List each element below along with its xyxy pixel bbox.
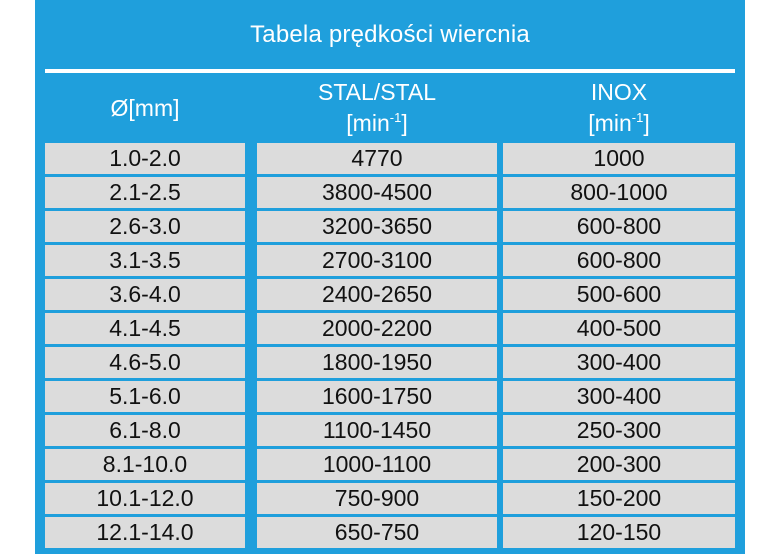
cell-inox: 1000 bbox=[503, 143, 735, 174]
cell-steel: 4770 bbox=[257, 143, 497, 174]
cell-inox: 120-150 bbox=[503, 517, 735, 548]
speed-table-panel: Tabela prędkości wiercnia Ø[mm] STAL/STA… bbox=[35, 0, 745, 554]
cell-diameter: 2.6-3.0 bbox=[45, 211, 245, 242]
cell-steel: 2000-2200 bbox=[257, 313, 497, 344]
table-title: Tabela prędkości wiercnia bbox=[250, 21, 530, 48]
cell-diameter: 2.1-2.5 bbox=[45, 177, 245, 208]
cell-inox: 300-400 bbox=[503, 381, 735, 412]
header-inox: INOX [min-1] bbox=[503, 73, 735, 143]
cell-steel: 3800-4500 bbox=[257, 177, 497, 208]
header-steel-label: STAL/STAL bbox=[317, 79, 437, 105]
header-inox-label: INOX bbox=[590, 79, 648, 105]
cell-steel: 1600-1750 bbox=[257, 381, 497, 412]
cell-inox: 600-800 bbox=[503, 245, 735, 276]
cell-inox: 200-300 bbox=[503, 449, 735, 480]
cell-steel: 2700-3100 bbox=[257, 245, 497, 276]
cell-inox: 600-800 bbox=[503, 211, 735, 242]
cell-diameter: 12.1-14.0 bbox=[45, 517, 245, 548]
cell-diameter: 1.0-2.0 bbox=[45, 143, 245, 174]
cell-diameter: 5.1-6.0 bbox=[45, 381, 245, 412]
title-divider bbox=[45, 69, 735, 73]
header-steel: STAL/STAL [min-1] bbox=[257, 73, 497, 143]
cell-steel: 1800-1950 bbox=[257, 347, 497, 378]
cell-diameter: 8.1-10.0 bbox=[45, 449, 245, 480]
cell-steel: 1100-1450 bbox=[257, 415, 497, 446]
header-steel-unit: [min-1] bbox=[346, 110, 408, 136]
cell-diameter: 4.1-4.5 bbox=[45, 313, 245, 344]
column-steel: 4770 3800-4500 3200-3650 2700-3100 2400-2650… bbox=[257, 143, 497, 551]
cell-inox: 800-1000 bbox=[503, 177, 735, 208]
header-diameter-label: Ø[mm] bbox=[110, 94, 180, 121]
cell-diameter: 10.1-12.0 bbox=[45, 483, 245, 514]
column-inox: 1000 800-1000 600-800 600-800 500-600 400-500… bbox=[503, 143, 735, 551]
cell-steel: 1000-1100 bbox=[257, 449, 497, 480]
column-diameter: 1.0-2.0 2.1-2.5 2.6-3.0 3.1-3.5 3.6-4.0 4.1-4… bbox=[45, 143, 245, 551]
cell-steel: 2400-2650 bbox=[257, 279, 497, 310]
cell-steel: 750-900 bbox=[257, 483, 497, 514]
cell-inox: 500-600 bbox=[503, 279, 735, 310]
cell-steel: 650-750 bbox=[257, 517, 497, 548]
header-diameter: Ø[mm] bbox=[45, 73, 245, 143]
cell-diameter: 6.1-8.0 bbox=[45, 415, 245, 446]
cell-inox: 150-200 bbox=[503, 483, 735, 514]
cell-steel: 3200-3650 bbox=[257, 211, 497, 242]
cell-inox: 300-400 bbox=[503, 347, 735, 378]
cell-diameter: 3.1-3.5 bbox=[45, 245, 245, 276]
cell-diameter: 3.6-4.0 bbox=[45, 279, 245, 310]
cell-inox: 250-300 bbox=[503, 415, 735, 446]
cell-diameter: 4.6-5.0 bbox=[45, 347, 245, 378]
header-inox-unit: [min-1] bbox=[588, 110, 650, 136]
cell-inox: 400-500 bbox=[503, 313, 735, 344]
